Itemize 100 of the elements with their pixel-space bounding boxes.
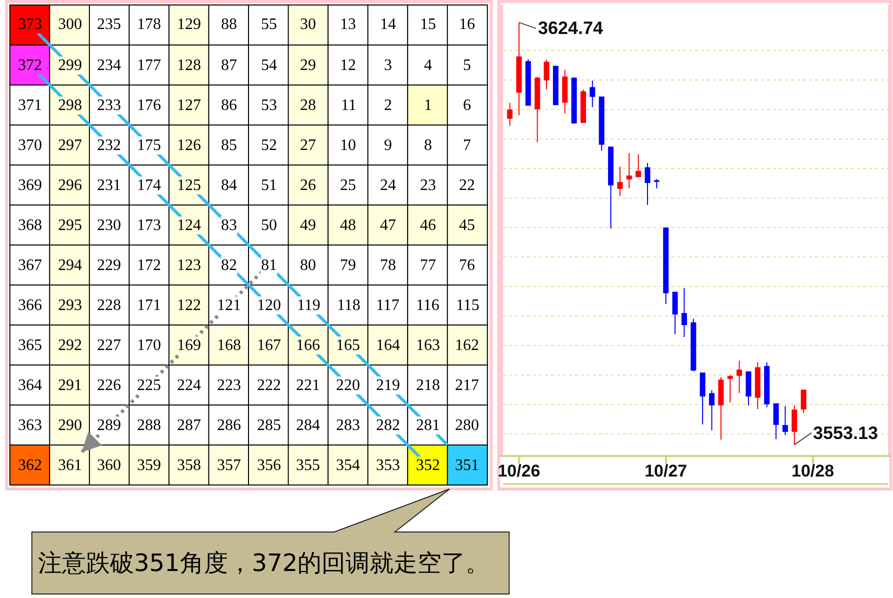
data-label: 177 (137, 57, 161, 74)
data-label: 294 (58, 257, 82, 274)
data-label: 231 (97, 177, 121, 194)
data-label: 357 (217, 457, 241, 474)
data-label: 175 (137, 137, 161, 154)
data-label: 5 (463, 57, 471, 74)
data-label: 169 (177, 337, 201, 354)
data-label: 176 (137, 97, 161, 114)
data-label: 78 (380, 257, 396, 274)
data-label: 4 (424, 57, 432, 74)
data-label: 232 (97, 137, 121, 154)
data-label: 86 (221, 97, 237, 114)
data-label: 15 (420, 16, 436, 33)
data-label: 22 (459, 177, 475, 194)
data-label: 123 (177, 257, 201, 274)
data-label: 117 (376, 297, 400, 314)
data-label: 371 (18, 97, 42, 114)
data-label: 7 (463, 137, 471, 154)
data-label: 26 (300, 177, 316, 194)
data-label: 223 (217, 377, 241, 394)
data-label: 360 (97, 457, 121, 474)
data-label: 3 (384, 57, 392, 74)
data-label: 364 (18, 377, 42, 394)
x-tick-label: 10/28 (791, 461, 834, 480)
data-label: 368 (18, 217, 42, 234)
data-label: 228 (97, 297, 121, 314)
data-label: 233 (97, 97, 121, 114)
data-label: 55 (261, 16, 277, 33)
data-label: 366 (18, 297, 42, 314)
data-label: 369 (18, 177, 42, 194)
data-label: 363 (18, 417, 42, 434)
data-label: 9 (384, 137, 392, 154)
data-label: 285 (257, 417, 281, 434)
data-label: 283 (336, 417, 360, 434)
data-label: 125 (177, 177, 201, 194)
text: 注意跌破351角度，372的回调就走空了。 (38, 549, 490, 577)
data-label: 217 (455, 377, 479, 394)
data-label: 76 (459, 257, 475, 274)
data-label: 88 (221, 16, 237, 33)
data-label: 359 (137, 457, 161, 474)
data-label: 166 (296, 337, 320, 354)
data-label: 12 (340, 57, 356, 74)
data-label: 280 (455, 417, 479, 434)
data-label: 171 (137, 297, 161, 314)
data-label: 284 (296, 417, 320, 434)
data-label: 352 (416, 457, 440, 474)
data-label: 16 (459, 16, 475, 33)
data-label: 354 (336, 457, 360, 474)
data-label: 297 (58, 137, 82, 154)
data-label: 6 (463, 97, 471, 114)
data-label: 29 (300, 57, 316, 74)
data-label: 174 (137, 177, 161, 194)
x-tick-label: 10/27 (644, 461, 688, 480)
data-label: 286 (217, 417, 241, 434)
data-label: 53 (261, 97, 277, 114)
data-label: 49 (300, 217, 316, 234)
data-label: 281 (416, 417, 440, 434)
data-label: 367 (18, 257, 42, 274)
data-label: 288 (137, 417, 161, 434)
data-label: 218 (416, 377, 440, 394)
data-label: 162 (455, 337, 479, 354)
data-label: 11 (341, 97, 356, 114)
data-label: 292 (58, 337, 82, 354)
data-label: 77 (420, 257, 436, 274)
data-label: 30 (300, 16, 316, 33)
data-label: 224 (177, 377, 201, 394)
data-label: 8 (424, 137, 432, 154)
data-label: 219 (376, 377, 400, 394)
data-label: 362 (18, 457, 42, 474)
data-label: 28 (300, 97, 316, 114)
data-label: 173 (137, 217, 161, 234)
data-label: 48 (340, 217, 356, 234)
data-label: 373 (18, 16, 42, 33)
data-label: 120 (257, 297, 281, 314)
data-label: 230 (97, 217, 121, 234)
data-label: 235 (97, 16, 121, 33)
data-label: 370 (18, 137, 42, 154)
data-label: 121 (217, 297, 241, 314)
data-label: 163 (416, 337, 440, 354)
data-label: 358 (177, 457, 201, 474)
data-label: 372 (18, 57, 42, 74)
data-label: 116 (416, 297, 440, 314)
data-label: 167 (257, 337, 281, 354)
data-label: 126 (177, 137, 201, 154)
data-label: 300 (58, 16, 82, 33)
data-label: 355 (296, 457, 320, 474)
data-label: 83 (221, 217, 237, 234)
data-label: 222 (257, 377, 281, 394)
data-label: 24 (380, 177, 396, 194)
data-label: 14 (380, 16, 396, 33)
data-label: 10 (340, 137, 356, 154)
data-label: 229 (97, 257, 121, 274)
data-label: 287 (177, 417, 201, 434)
data-label: 170 (137, 337, 161, 354)
data-label: 168 (217, 337, 241, 354)
data-label: 115 (456, 297, 480, 314)
data-label: 50 (261, 217, 277, 234)
data-label: 127 (177, 97, 201, 114)
data-label: 290 (58, 417, 82, 434)
data-label: 2 (384, 97, 392, 114)
